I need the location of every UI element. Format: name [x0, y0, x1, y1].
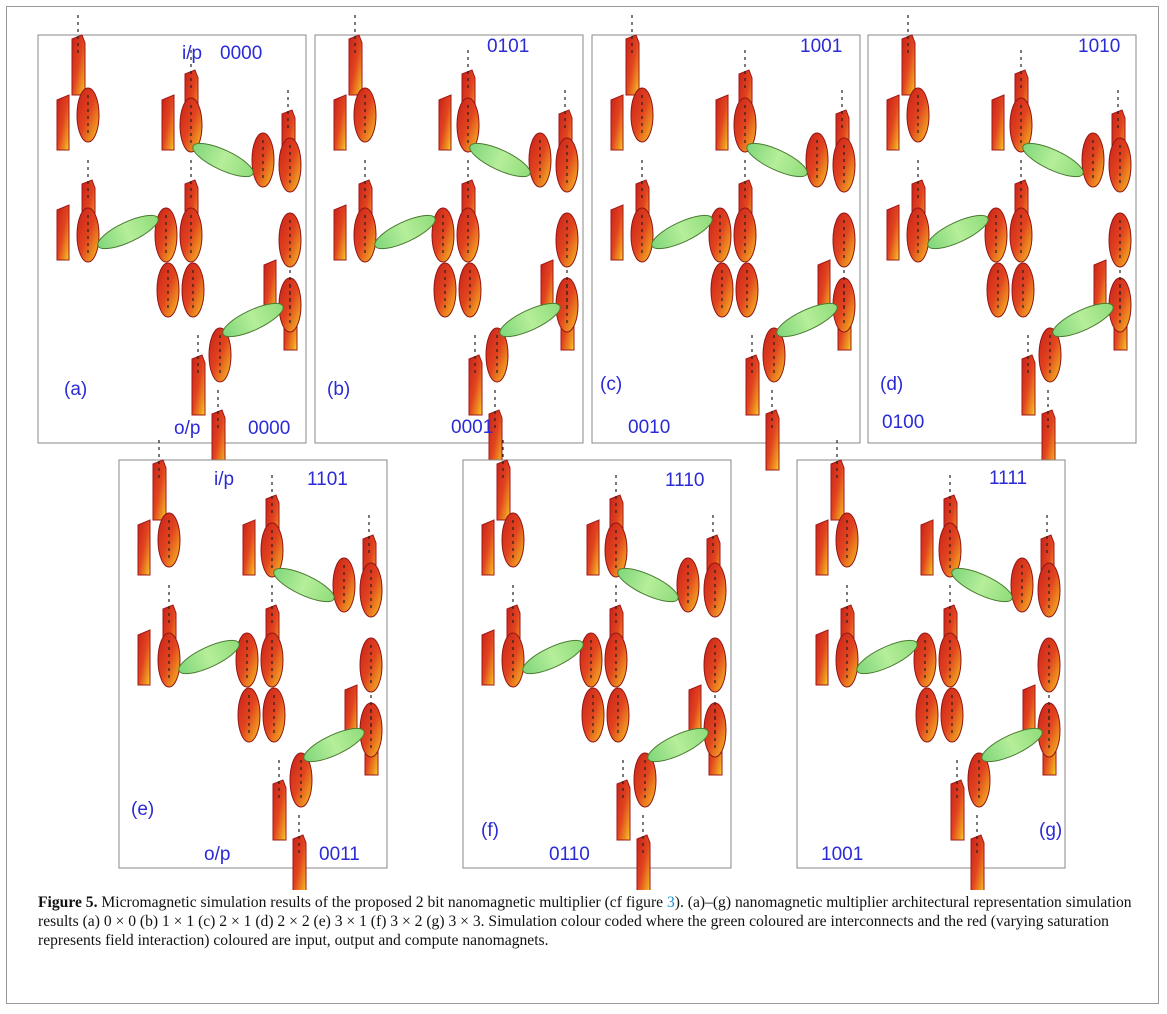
figure-frame — [6, 6, 1159, 1004]
panel-output-tag: o/p — [204, 844, 230, 865]
panel-label: (e) — [131, 799, 154, 820]
panel-input: 1001 — [800, 36, 842, 57]
panel-input: 1110 — [665, 470, 704, 491]
panel-input: 0101 — [487, 36, 529, 57]
panel-output-tag: o/p — [174, 418, 200, 439]
panel-label: (g) — [1039, 820, 1062, 841]
caption-link[interactable]: 3 — [666, 894, 675, 911]
panel-input-tag: i/p — [182, 43, 202, 64]
panel-input: 1101 — [307, 469, 348, 490]
caption-text: ). (a)–(g) nanomagnetic multiplier archi… — [38, 894, 1132, 949]
caption-label: Figure 5. — [38, 894, 98, 911]
panel: (g) 1111 1001 — [796, 439, 1066, 890]
panel: (c) 1001 0010 — [591, 14, 861, 471]
panel-label: (c) — [600, 374, 622, 395]
panel-output: 0000 — [248, 418, 290, 439]
panel-label: (d) — [880, 374, 903, 395]
caption-text: Micromagnetic simulation results of the … — [101, 894, 667, 911]
panel-input: 1010 — [1078, 36, 1120, 57]
panel-label: (a) — [64, 379, 87, 400]
panel: (b) 0101 0001 — [314, 14, 584, 471]
panel-label: (f) — [481, 820, 499, 841]
panel-output: 0001 — [451, 417, 493, 438]
panel: (a) i/p 0000 o/p 0000 — [37, 14, 307, 471]
panel-output: 0100 — [882, 412, 924, 433]
figure-caption: Figure 5. Micromagnetic simulation resul… — [38, 893, 1133, 950]
panel-output: 1001 — [821, 844, 863, 865]
panel: (d) 1010 0100 — [867, 14, 1137, 471]
panel-label: (b) — [327, 379, 350, 400]
panel: (e) i/p 1101 o/p 0011 — [118, 439, 388, 890]
panel-input: 0000 — [220, 43, 262, 64]
panel-output: 0010 — [628, 417, 670, 438]
panel-output: 0011 — [319, 844, 360, 865]
panel-input-tag: i/p — [214, 469, 234, 490]
panel: (f) 1110 0110 — [462, 439, 732, 890]
panel-input: 1111 — [989, 468, 1027, 489]
panel-output: 0110 — [549, 844, 590, 865]
